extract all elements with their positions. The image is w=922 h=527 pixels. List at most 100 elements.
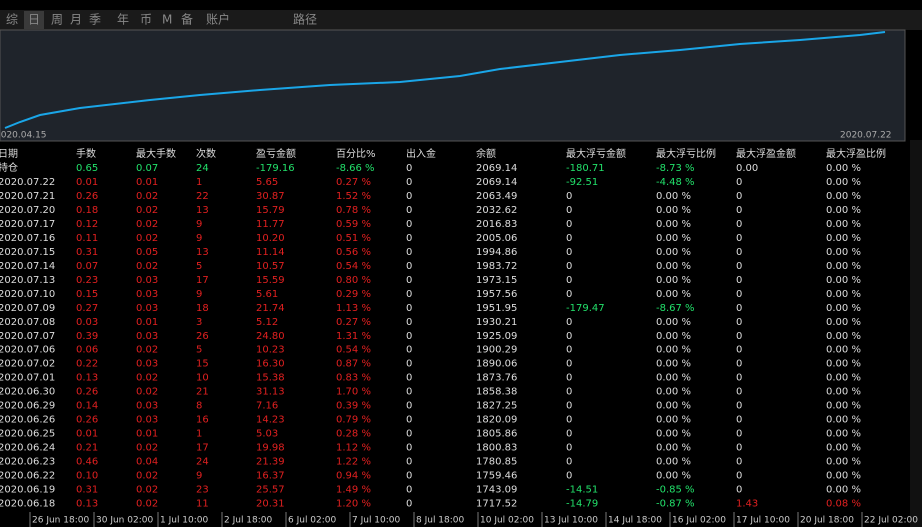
table-cell: 5.65 xyxy=(256,177,278,188)
table-cell: 0.11 xyxy=(76,233,98,244)
time-label: 30 Jun 02:00 xyxy=(96,516,153,526)
table-cell: 0 xyxy=(736,233,742,244)
table-cell: 8 xyxy=(196,401,202,412)
row-date: 2020.06.19 xyxy=(0,485,55,496)
table-cell: 1.43 xyxy=(736,499,758,510)
chart-end-date: 2020.07.22 xyxy=(840,131,892,141)
table-cell: 0.00 % xyxy=(656,289,691,300)
table-cell: 0.05 xyxy=(136,247,158,258)
table-cell: 0.31 xyxy=(76,247,98,258)
table-cell: 0.00 % xyxy=(826,233,861,244)
time-label: 16 Jul 02:00 xyxy=(672,516,726,526)
time-label: 2 Jul 18:00 xyxy=(224,516,273,526)
table-cell: 0 xyxy=(406,205,412,216)
table-cell: 13 xyxy=(196,247,209,258)
table-cell: 0.00 % xyxy=(826,317,861,328)
table-cell: 1873.76 xyxy=(476,373,517,384)
table-cell: 0.02 xyxy=(136,261,158,272)
table-cell: 1994.86 xyxy=(476,247,517,258)
tab[interactable]: 币 xyxy=(140,13,152,27)
table-cell: 0 xyxy=(736,289,742,300)
table-cell: 15.79 xyxy=(256,205,285,216)
time-label: 1 Jul 10:00 xyxy=(160,516,209,526)
tab[interactable]: 账户 xyxy=(206,12,230,27)
table-cell: 1.31 % xyxy=(336,331,371,342)
table-cell: 0.23 xyxy=(76,275,98,286)
table-cell: 0.00 % xyxy=(826,247,861,258)
table-cell: 0 xyxy=(566,345,572,356)
table-cell: 0.26 xyxy=(76,387,98,398)
table-cell: 0.21 xyxy=(76,443,98,454)
row-date: 2020.07.02 xyxy=(0,359,55,370)
table-cell: 0.29 % xyxy=(336,289,371,300)
table-cell: 1.52 % xyxy=(336,191,371,202)
tab[interactable]: 季 xyxy=(89,13,101,27)
table-cell: 23 xyxy=(196,485,209,496)
table-cell: 5.12 xyxy=(256,317,278,328)
row-date: 2020.07.20 xyxy=(0,205,55,216)
tab[interactable]: M xyxy=(162,13,172,27)
tab[interactable]: 周 xyxy=(51,13,63,27)
table-cell: 0 xyxy=(566,457,572,468)
tab[interactable]: 月 xyxy=(70,13,82,27)
table-cell: 17 xyxy=(196,275,209,286)
time-label: 17 Jul 10:00 xyxy=(736,516,790,526)
table-cell: 0 xyxy=(736,429,742,440)
table-cell: 9 xyxy=(196,289,202,300)
row-date: 2020.06.25 xyxy=(0,429,55,440)
column-header: 手数 xyxy=(76,147,96,160)
table-cell: 0.01 xyxy=(136,317,158,328)
table-cell: 0.56 % xyxy=(336,247,371,258)
tab[interactable]: 日 xyxy=(28,13,40,27)
table-cell: 0.22 xyxy=(76,359,98,370)
scrollbar[interactable] xyxy=(910,140,922,527)
table-cell: 1827.25 xyxy=(476,401,517,412)
table-cell: 2069.14 xyxy=(476,163,517,174)
time-label: 26 Jun 18:00 xyxy=(32,516,89,526)
table-cell: 0 xyxy=(566,219,572,230)
row-date: 2020.06.24 xyxy=(0,443,55,454)
time-label: 14 Jul 18:00 xyxy=(608,516,662,526)
table-cell: 0.26 xyxy=(76,191,98,202)
table-cell: -92.51 xyxy=(566,177,598,188)
table-cell: 5.61 xyxy=(256,289,278,300)
time-label: 13 Jul 10:00 xyxy=(544,516,598,526)
tab[interactable]: 路径 xyxy=(293,12,317,27)
table-cell: 0.02 xyxy=(136,373,158,384)
table-cell: 1.13 % xyxy=(336,303,371,314)
table-cell: 22 xyxy=(196,191,209,202)
table-cell: 1890.06 xyxy=(476,359,517,370)
table-cell: 0 xyxy=(406,219,412,230)
table-cell: 5 xyxy=(196,261,202,272)
row-date: 2020.06.30 xyxy=(0,387,55,398)
table-cell: 0 xyxy=(566,331,572,342)
table-cell: 0.00 % xyxy=(656,331,691,342)
table-cell: 0.39 xyxy=(76,331,98,342)
table-cell: 0.00 % xyxy=(656,275,691,286)
table-cell: 1759.46 xyxy=(476,471,517,482)
tab[interactable]: 备 xyxy=(181,13,193,27)
table-cell: 1.70 % xyxy=(336,387,371,398)
table-cell: 0.03 xyxy=(136,275,158,286)
table-cell: 0.00 % xyxy=(826,331,861,342)
table-cell: 0.00 % xyxy=(656,233,691,244)
table-cell: 0.18 xyxy=(76,205,98,216)
table-cell: 0.02 xyxy=(136,191,158,202)
table-cell: 0 xyxy=(406,177,412,188)
table-cell: 0.46 xyxy=(76,457,98,468)
table-cell: 1780.85 xyxy=(476,457,517,468)
table-cell: 0 xyxy=(736,317,742,328)
table-cell: 0.00 % xyxy=(656,191,691,202)
table-cell: 0 xyxy=(566,233,572,244)
table-cell: 0 xyxy=(406,499,412,510)
tab[interactable]: 综 xyxy=(6,13,18,27)
table-cell: 11.14 xyxy=(256,247,285,258)
tab[interactable]: 年 xyxy=(117,13,129,27)
table-cell: 0.00 % xyxy=(656,247,691,258)
table-cell: 0.87 % xyxy=(336,359,371,370)
table-cell: 0.00 % xyxy=(826,303,861,314)
table-cell: 0 xyxy=(736,457,742,468)
table-cell: 0.02 xyxy=(136,499,158,510)
table-cell: 0 xyxy=(736,443,742,454)
table-cell: 0 xyxy=(736,485,742,496)
